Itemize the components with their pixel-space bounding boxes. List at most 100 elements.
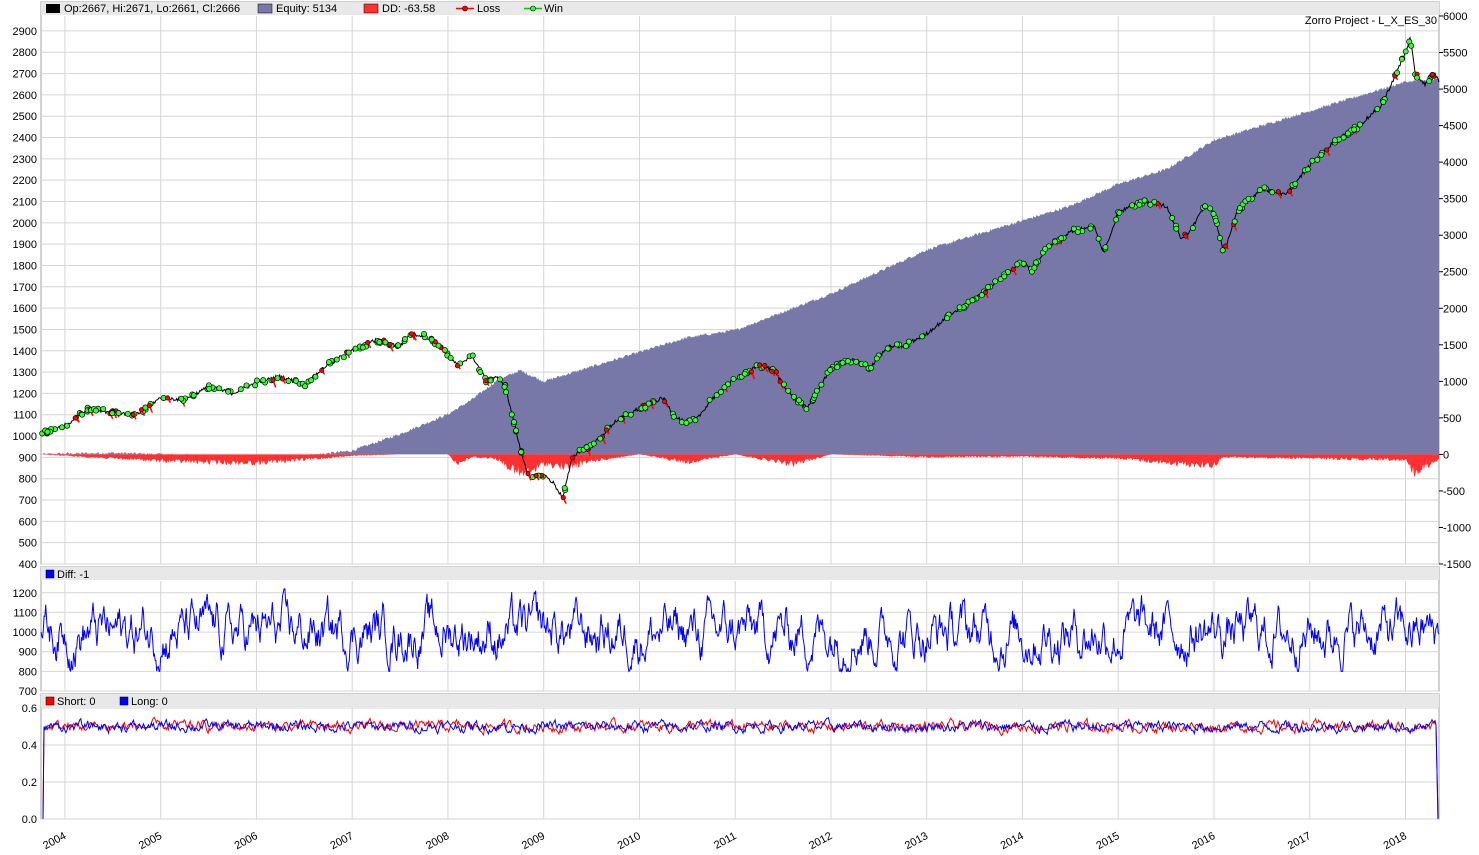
win-trade-marker (92, 407, 99, 414)
win-trade-marker (109, 410, 116, 417)
y-left-tick-600: 600 (19, 516, 37, 528)
loss-trade-marker (387, 341, 393, 347)
diff-tick-900: 900 (19, 647, 37, 659)
win-trade-marker (845, 358, 851, 365)
win-trade-marker (978, 292, 985, 299)
win-trade-marker (293, 377, 299, 384)
y-left-tick-700: 700 (19, 495, 37, 507)
win-trade-marker (713, 392, 720, 399)
diff-tick-1200: 1200 (13, 588, 37, 600)
diff-tick-700: 700 (19, 686, 37, 698)
y-left-tick-800: 800 (19, 474, 37, 486)
loss-trade-marker (762, 363, 768, 369)
win-trade-marker (1245, 195, 1252, 202)
win-trade-marker (1292, 180, 1299, 187)
win-trade-marker (274, 375, 281, 382)
win-trade-marker (513, 427, 520, 434)
win-trade-marker (395, 342, 402, 349)
win-trade-marker (1070, 225, 1077, 232)
win-trade-marker (312, 373, 319, 380)
y-right-tick-2500: 2500 (1443, 267, 1467, 279)
win-trade-marker (884, 345, 891, 352)
win-trade-marker (1147, 201, 1154, 208)
loss-trade-marker (1010, 266, 1016, 272)
win-trade-marker (1116, 209, 1123, 216)
equity-swatch (257, 3, 273, 14)
y-right-tick--500: -500 (1443, 486, 1465, 498)
win-trade-marker (992, 278, 999, 285)
x-tick-label-2015: 2015 (1094, 830, 1121, 852)
loss-trade-marker (533, 473, 539, 479)
win-trade-marker (781, 381, 787, 388)
win-trade-marker (1261, 184, 1268, 191)
loss-trade-marker (1275, 189, 1281, 195)
loss-trade-marker (749, 369, 755, 375)
y-right-tick-6000: 6000 (1443, 11, 1467, 23)
win-trade-marker (115, 410, 122, 416)
win-trade-marker (1332, 137, 1338, 144)
y-right-tick-500: 500 (1443, 413, 1461, 425)
ohlc-swatch (46, 4, 60, 13)
win-trade-marker (435, 342, 442, 349)
win-trade-marker (1113, 216, 1120, 223)
win-trade-marker (717, 389, 724, 395)
win-trade-marker (447, 354, 454, 361)
win-trade-marker (706, 396, 713, 403)
win-trade-marker (1031, 264, 1038, 271)
win-trade-marker (1426, 78, 1433, 85)
win-trade-marker (359, 344, 366, 351)
project-title: Zorro Project - L_X_ES_30 (1305, 15, 1437, 27)
main-legend-bar (41, 2, 1439, 15)
x-tick-label-2012: 2012 (807, 830, 834, 852)
legend-ohlc: Op:2667, Hi:2671, Lo:2661, Cl:2666 (64, 3, 240, 15)
win-trade-marker (252, 382, 259, 389)
loss-trade-marker (270, 377, 276, 383)
win-trade-marker (894, 341, 900, 348)
win-trade-marker (670, 413, 677, 420)
legend-short-long: Short: 0 Long: 0 (45, 696, 168, 708)
y-left-tick-2900: 2900 (13, 26, 37, 38)
win-trade-marker (345, 349, 352, 356)
drawdown-fill (41, 454, 1439, 477)
loss-trade-marker (662, 399, 668, 405)
win-trade-marker (597, 435, 604, 442)
legend-main: Op:2667, Hi:2671, Lo:2661, Cl:2666 Equit… (46, 3, 563, 15)
y-right-tick-1000: 1000 (1443, 376, 1467, 388)
win-trade-marker (1212, 217, 1219, 224)
loss-trade-marker (1183, 233, 1189, 239)
legend-loss: Loss (477, 3, 501, 15)
win-trade-marker (503, 389, 510, 396)
win-trade-marker (1402, 48, 1409, 55)
loss-trade-marker (319, 367, 325, 373)
win-trade-marker (1102, 244, 1109, 251)
diff-legend-bar (41, 567, 1439, 580)
win-trade-marker (1236, 205, 1243, 212)
win-trade-marker (803, 406, 810, 413)
win-trade-marker (813, 387, 820, 394)
win-trade-marker (985, 284, 992, 290)
win-trade-marker (1173, 225, 1180, 232)
win-trade-marker (1398, 56, 1405, 63)
win-trade-marker (508, 411, 515, 418)
win-trade-marker (428, 336, 435, 343)
equity-area (41, 78, 1439, 455)
legend-diff-label: Diff: -1 (57, 569, 89, 581)
y-right-tick-4500: 4500 (1443, 121, 1467, 133)
x-tick-label-2011: 2011 (712, 830, 739, 852)
win-trade-marker (254, 377, 260, 384)
y-left-tick-1600: 1600 (13, 303, 37, 315)
win-trade-marker (827, 367, 834, 373)
short-long-series (42, 716, 1439, 820)
loss-trade-marker (560, 495, 566, 501)
win-trade-marker (583, 444, 590, 451)
trade-markers (39, 38, 1437, 504)
x-tick-label-2018: 2018 (1382, 830, 1409, 852)
loss-trade-marker (279, 376, 285, 382)
y-left-tick-2000: 2000 (13, 218, 37, 230)
y-right-tick-0: 0 (1443, 449, 1449, 461)
y-right-tick-5000: 5000 (1443, 84, 1467, 96)
win-trade-marker (839, 359, 846, 366)
win-trade-marker (683, 419, 690, 426)
diff-tick-1100: 1100 (13, 607, 37, 619)
win-trade-marker (1033, 259, 1039, 266)
